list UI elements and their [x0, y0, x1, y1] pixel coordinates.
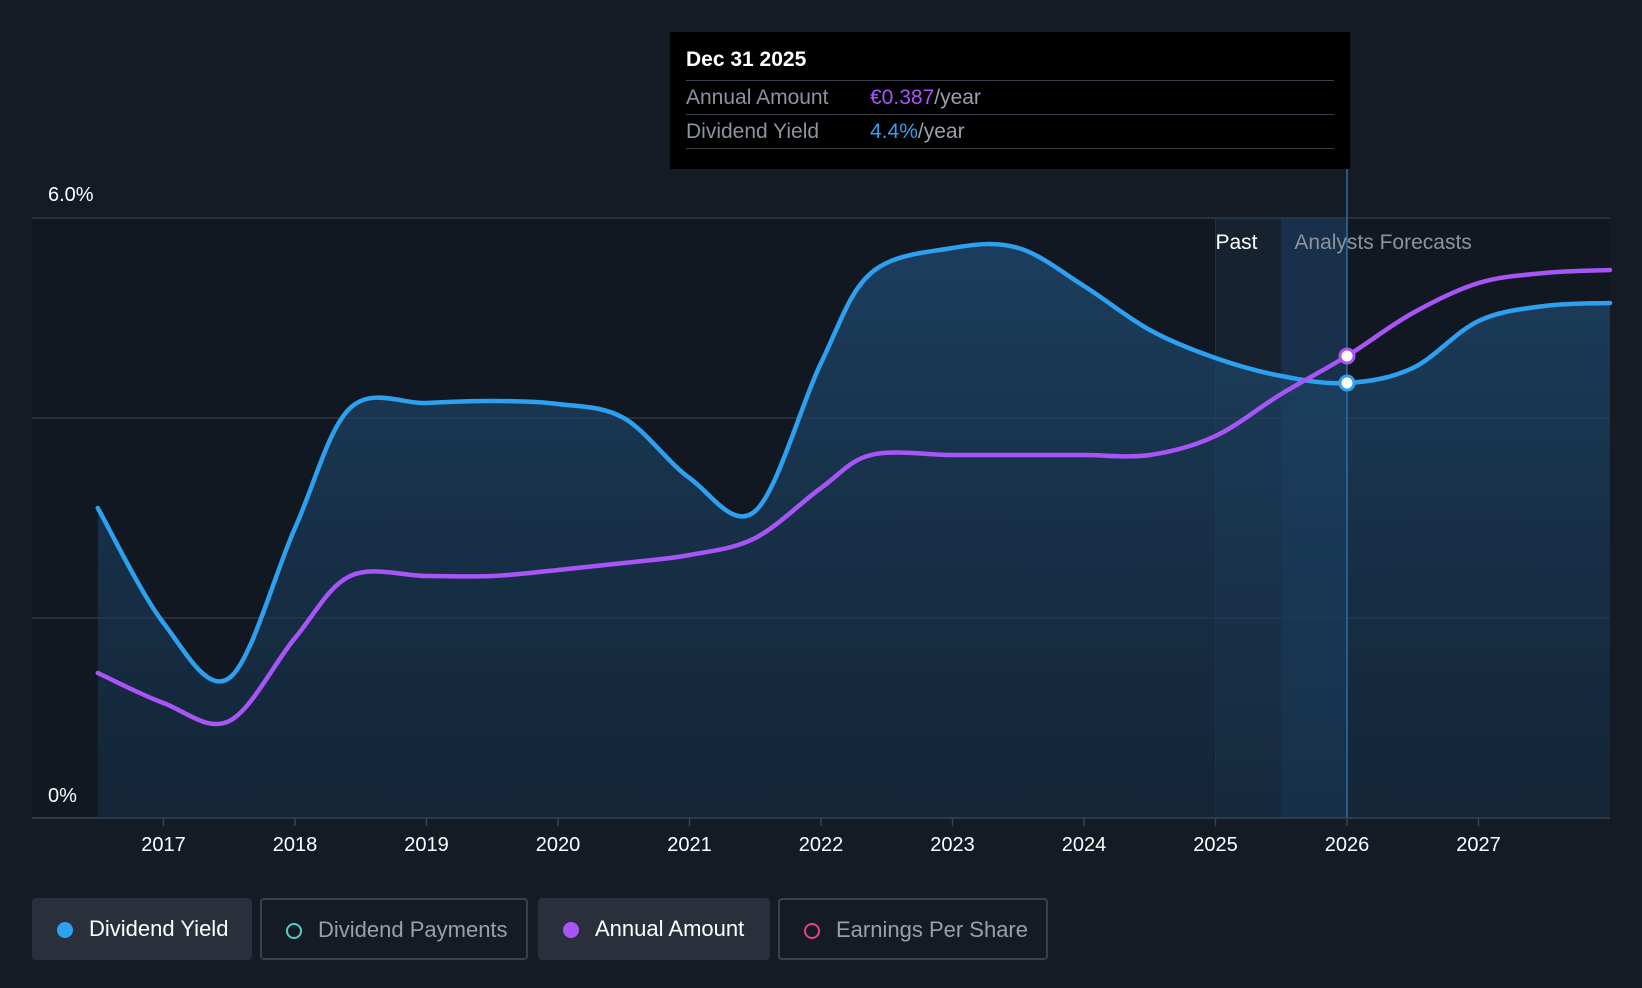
forecast-label: Analysts Forecasts: [1294, 231, 1471, 254]
x-tick-label: 2020: [536, 834, 581, 856]
tooltip-label: Annual Amount: [686, 86, 829, 109]
x-tick-label: 2021: [667, 834, 712, 856]
legend-earnings-per-share[interactable]: Earnings Per Share: [778, 898, 1048, 960]
tooltip-value: 4.4%: [870, 120, 918, 143]
tooltip-value: €0.387: [870, 86, 935, 109]
x-tick-label: 2027: [1456, 834, 1501, 856]
tooltip: Dec 31 2025 Annual Amount €0.387/year Di…: [670, 32, 1350, 169]
tooltip-label: Dividend Yield: [686, 120, 820, 143]
tooltip-row-dividend-yield: Dividend Yield 4.4%/year: [686, 114, 1334, 149]
y-tick-label: 6.0%: [48, 184, 94, 206]
legend-annual-amount[interactable]: Annual Amount: [538, 898, 770, 960]
legend-label: Annual Amount: [595, 916, 745, 941]
legend-label: Earnings Per Share: [836, 917, 1028, 942]
x-tick-label: 2017: [141, 834, 186, 856]
x-tick-label: 2018: [273, 834, 318, 856]
x-tick-label: 2026: [1325, 834, 1370, 856]
series-area-0: [97, 244, 1610, 819]
x-tick-label: 2022: [799, 834, 844, 856]
x-tick-label: 2025: [1193, 834, 1238, 856]
filled-dot-icon: [563, 922, 579, 938]
past-label: Past: [1216, 231, 1258, 254]
tooltip-unit: /year: [917, 120, 965, 143]
tooltip-row-annual-amount: Annual Amount €0.387/year: [686, 80, 1334, 114]
x-tick-label: 2019: [404, 834, 449, 856]
filled-dot-icon: [57, 922, 73, 938]
legend-label: Dividend Payments: [318, 917, 508, 942]
legend-dividend-yield[interactable]: Dividend Yield: [32, 898, 252, 960]
tooltip-date: Dec 31 2025: [686, 48, 807, 71]
hollow-dot-icon: [286, 923, 302, 939]
x-tick-label: 2024: [1062, 834, 1107, 856]
legend-label: Dividend Yield: [89, 916, 229, 941]
highlight-marker: [1338, 374, 1356, 392]
tooltip-unit: /year: [934, 86, 981, 109]
highlight-marker: [1338, 347, 1356, 365]
x-tick-label: 2023: [930, 834, 975, 856]
legend-dividend-payments[interactable]: Dividend Payments: [260, 898, 528, 960]
y-tick-label: 0%: [48, 785, 77, 807]
hollow-dot-icon: [804, 923, 820, 939]
